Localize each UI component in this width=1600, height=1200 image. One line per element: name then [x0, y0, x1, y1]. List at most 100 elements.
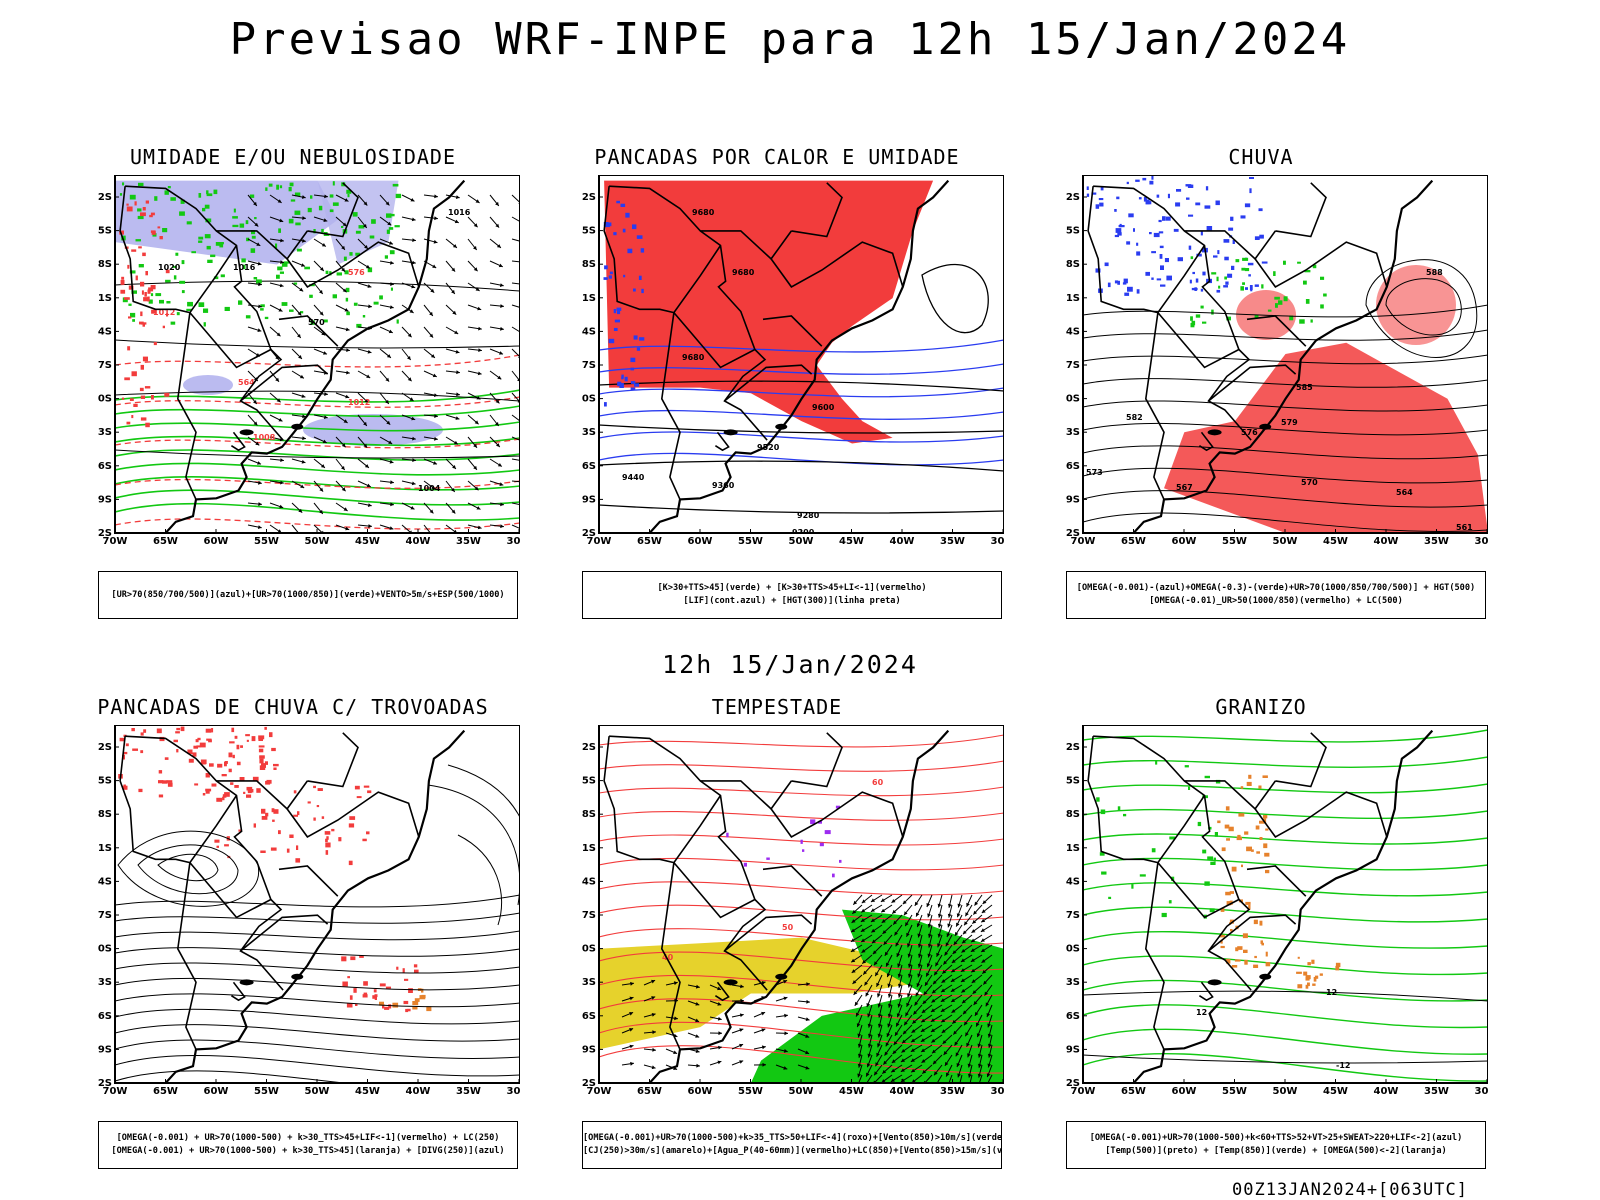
lat-tick-label: 12S	[582, 192, 596, 203]
rio-plata	[1198, 431, 1214, 452]
political-border	[660, 312, 681, 500]
coastline	[164, 179, 466, 533]
panel-title: PANCADAS DE CHUVA C/ TROVOADAS	[97, 695, 489, 719]
instability-area	[604, 180, 934, 444]
lat-tick-label: 15S	[582, 226, 596, 237]
legend: [OMEGA(-0.001)-(azul)+OMEGA(-0.3)-(verde…	[1066, 571, 1486, 619]
panel-pancadas-calor: PANCADAS POR CALOR E UMIDADE 9680 9680 968…	[562, 145, 1004, 625]
rio-plata	[714, 431, 730, 452]
contour-label: 1008	[253, 433, 276, 442]
panel-title: TEMPESTADE	[711, 695, 843, 719]
political-border	[1144, 862, 1165, 1050]
lon-tick-label: 65W	[153, 1086, 178, 1097]
wind-vectors	[247, 194, 520, 533]
map-svg: 12S 15S 18S 21S 24S 27S 30S 33S 36S 39S 42S70W 65W 6…	[98, 725, 520, 1097]
legend-line: [OMEGA(-0.001)-(azul)+OMEGA(-0.3)-(verde…	[1076, 583, 1476, 593]
lat-tick-label: 12S	[582, 742, 596, 753]
contour-label: 1004	[418, 484, 441, 493]
rain-area	[1164, 342, 1488, 533]
political-border	[1093, 185, 1252, 441]
political-border	[770, 791, 904, 838]
lon-tick-label: 65W	[637, 1086, 662, 1097]
blue-specks	[1086, 175, 1268, 296]
political-border	[1254, 791, 1388, 838]
coastline	[1132, 179, 1434, 533]
contour-label: 9600	[812, 403, 835, 412]
lat-tick-label: 15S	[1066, 776, 1080, 787]
lon-tick-label: 70W	[103, 1086, 128, 1097]
hgt300-contours	[599, 380, 1004, 514]
lat-tick-label: 18S	[98, 809, 112, 820]
lat-tick-label: 33S	[98, 427, 112, 438]
contour-label: 9440	[622, 473, 645, 482]
lat-tick-label: 33S	[582, 977, 596, 988]
contour-label: 9680	[682, 353, 705, 362]
green-contours	[115, 389, 520, 521]
lon-tick-label: 30W	[507, 1086, 520, 1097]
green-specks	[119, 181, 402, 328]
political-border	[1246, 315, 1307, 347]
panel-title: UMIDADE E/OU NEBULOSIDADE	[129, 145, 457, 169]
lif-contours	[599, 339, 1004, 466]
lat-tick-label: 42S	[582, 1078, 596, 1089]
map: 12 12 -12 12S 15S 18S 21S 24S 27S 30S 33S 36S 39S 42S…	[1066, 725, 1488, 1097]
lagoa-dos-patos	[775, 423, 788, 430]
lat-tick-label: 30S	[1066, 944, 1080, 955]
lat-tick-label: 39S	[98, 1044, 112, 1055]
political-border	[189, 312, 272, 369]
lake	[1207, 429, 1222, 436]
political-border	[125, 185, 284, 441]
map: 9680 9680 9680 9600 9520 9440 9360 9280 9200 12S 1…	[582, 175, 1004, 547]
map-layers: 9680 9680 9680 9600 9520 9440 9360 9280 9200	[599, 179, 1004, 533]
lagoa-dos-patos	[775, 973, 788, 980]
lon-tick-label: 55W	[1222, 1086, 1247, 1097]
rain-area	[1376, 265, 1456, 345]
legend-line: [Temp(500)](preto) + [Temp(850)](verde) …	[1105, 1146, 1447, 1156]
orange-specks	[1296, 956, 1341, 989]
lat-tick-label: 30S	[98, 394, 112, 405]
lat-tick-label: 21S	[1066, 293, 1080, 304]
political-border	[723, 364, 813, 402]
lake	[239, 979, 254, 986]
lat-tick-label: 18S	[98, 259, 112, 270]
legend-line: [OMEGA(-0.01)_UR>50(1000/850)(vermelho) …	[1149, 596, 1403, 606]
lon-tick-label: 30W	[991, 536, 1004, 547]
map-frame	[114, 725, 520, 1084]
lat-tick-label: 33S	[582, 427, 596, 438]
lat-tick-label: 27S	[582, 360, 596, 371]
temp850-contours	[1083, 729, 1488, 1082]
lat-tick-label: 24S	[1066, 326, 1080, 337]
lon-tick-label: 30W	[1475, 1086, 1488, 1097]
contour-label: 12	[1196, 1008, 1207, 1017]
lon-tick-label: 35W	[1424, 1086, 1449, 1097]
main-title: Previsao WRF-INPE para 12h 15/Jan/2024	[229, 14, 1351, 65]
political-border	[1144, 312, 1165, 500]
lat-tick-label: 24S	[98, 876, 112, 887]
lat-tick-label: 33S	[98, 977, 112, 988]
map: 12S 15S 18S 21S 24S 27S 30S 33S 36S 39S 42S70W 65W 6…	[98, 725, 520, 1097]
lon-tick-label: 40W	[890, 536, 915, 547]
panel-chuva: CHUVA 588 585 582 579 576 564 573 570 567 561 12S 1…	[1046, 145, 1488, 625]
lat-tick-label: 27S	[98, 360, 112, 371]
panel-umidade: UMIDADE E/OU NEBULOSIDADE 1016 1012 1020 10…	[78, 145, 520, 625]
lon-tick-label: 70W	[587, 1086, 612, 1097]
map-layers: 12 12 -12	[1083, 729, 1488, 1083]
lake	[1207, 979, 1222, 986]
high-contour	[1385, 278, 1462, 336]
contour-label: 1012	[348, 398, 370, 407]
political-border	[603, 186, 722, 314]
contour-label: 561	[1456, 523, 1473, 532]
lagoa-dos-patos	[291, 423, 304, 430]
political-border	[762, 865, 823, 897]
lat-tick-label: 30S	[582, 944, 596, 955]
high-contour	[1365, 259, 1478, 358]
political-border	[307, 732, 359, 788]
lon-tick-label: 55W	[1222, 536, 1247, 547]
lat-tick-label: 36S	[582, 461, 596, 472]
lon-tick-label: 35W	[1424, 536, 1449, 547]
lat-tick-label: 42S	[98, 528, 112, 539]
lon-tick-label: 60W	[688, 1086, 713, 1097]
political-border	[239, 914, 329, 952]
panel-granizo: GRANIZO 12 12 -12 12S 15S 18S 21S 24S 27S 30S 33S 3…	[1046, 695, 1488, 1175]
political-border	[176, 312, 197, 500]
